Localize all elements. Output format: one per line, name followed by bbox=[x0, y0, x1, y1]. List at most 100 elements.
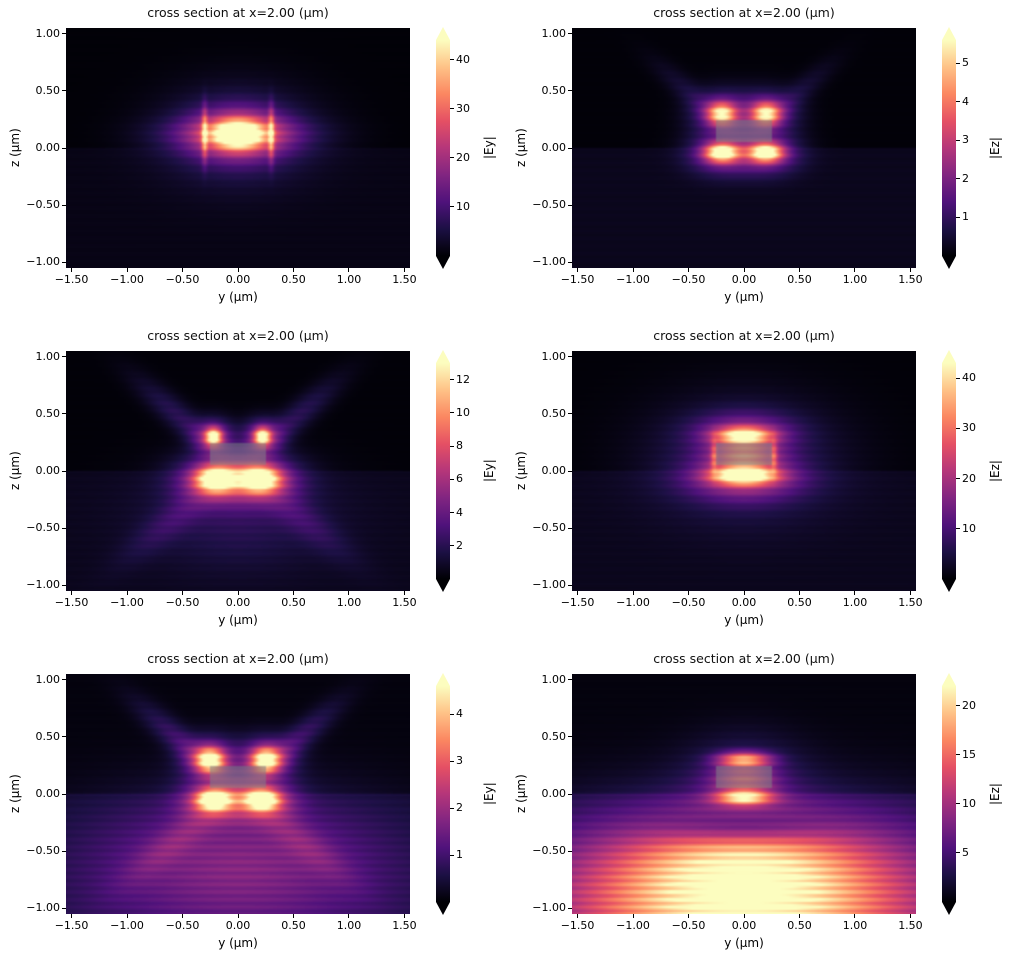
x-tick-label: 0.50 bbox=[787, 273, 812, 286]
colorbar-tick-label: 10 bbox=[456, 199, 470, 213]
x-tick-label: 0.50 bbox=[281, 596, 306, 609]
plot-title: cross section at x=2.00 (μm) bbox=[147, 328, 329, 343]
x-tick-mark bbox=[743, 268, 745, 272]
heatmap-panel-ey-bottom-left: cross section at x=2.00 (μm) z (μm) y (μ… bbox=[0, 646, 506, 968]
x-tick-label: −0.50 bbox=[165, 919, 200, 932]
colorbar-tick-label: 3 bbox=[456, 754, 463, 768]
colorbar-tick-mark bbox=[956, 101, 960, 103]
y-tick-label: 0.50 bbox=[35, 406, 61, 420]
x-axis-label: y (μm) bbox=[218, 613, 258, 627]
colorbar-tick-label: 3 bbox=[962, 133, 969, 147]
x-tick-label: 0.50 bbox=[787, 919, 812, 932]
y-tick-label: 0.00 bbox=[541, 464, 567, 477]
heatmap-panel-ez-top-right: cross section at x=2.00 (μm) z (μm) y (μ… bbox=[506, 0, 1012, 322]
x-tick-label: 0.00 bbox=[225, 596, 251, 609]
x-tick-mark bbox=[688, 914, 690, 918]
colorbar bbox=[436, 686, 450, 902]
y-tick-label: −0.50 bbox=[26, 844, 60, 858]
x-tick-label: 1.50 bbox=[898, 596, 923, 609]
x-tick-mark bbox=[854, 591, 856, 595]
x-tick-mark bbox=[237, 591, 239, 595]
colorbar-tick-mark bbox=[956, 803, 960, 805]
colorbar-tick-label: 2 bbox=[456, 801, 463, 815]
plot-title: cross section at x=2.00 (μm) bbox=[147, 651, 329, 666]
x-tick-mark bbox=[688, 591, 690, 595]
colorbar-extend-min-arrow bbox=[942, 579, 956, 592]
colorbar-tick-mark bbox=[450, 545, 454, 547]
colorbar-tick-mark bbox=[956, 377, 960, 379]
y-tick-label: 0.00 bbox=[35, 141, 61, 154]
y-tick-mark bbox=[62, 147, 66, 149]
x-tick-mark bbox=[854, 914, 856, 918]
x-tick-label: 0.50 bbox=[281, 273, 306, 286]
x-tick-label: −1.50 bbox=[560, 273, 595, 286]
x-tick-label: −1.00 bbox=[616, 596, 650, 609]
x-tick-mark bbox=[182, 591, 184, 595]
colorbar-tick-label: 2 bbox=[962, 171, 969, 185]
x-tick-label: 1.00 bbox=[842, 919, 868, 932]
y-tick-mark bbox=[62, 90, 66, 92]
heatmap-panel-ez-bottom-right: cross section at x=2.00 (μm) z (μm) y (μ… bbox=[506, 646, 1012, 968]
y-tick-mark bbox=[62, 470, 66, 472]
x-tick-label: 0.50 bbox=[787, 596, 812, 609]
colorbar-tick-label: 5 bbox=[962, 56, 969, 70]
x-tick-mark bbox=[126, 591, 128, 595]
x-tick-mark bbox=[909, 268, 911, 272]
colorbar-tick-mark bbox=[450, 445, 454, 447]
y-tick-mark bbox=[62, 413, 66, 415]
heatmap-canvas bbox=[66, 674, 410, 914]
y-tick-mark bbox=[568, 33, 572, 35]
colorbar-tick-mark bbox=[450, 59, 454, 61]
colorbar bbox=[942, 686, 956, 902]
x-tick-label: 0.00 bbox=[731, 919, 757, 932]
x-tick-label: −1.50 bbox=[54, 596, 89, 609]
y-tick-mark bbox=[568, 850, 572, 852]
x-tick-label: −0.50 bbox=[165, 273, 200, 286]
x-tick-mark bbox=[71, 591, 73, 595]
colorbar-tick-mark bbox=[450, 760, 454, 762]
y-tick-mark bbox=[62, 793, 66, 795]
colorbar-tick-mark bbox=[450, 807, 454, 809]
colorbar-tick-label: 2 bbox=[456, 538, 463, 552]
x-tick-mark bbox=[403, 591, 405, 595]
y-tick-mark bbox=[568, 527, 572, 529]
colorbar-extend-min-arrow bbox=[436, 902, 450, 915]
x-tick-mark bbox=[743, 591, 745, 595]
x-tick-mark bbox=[348, 914, 350, 918]
x-tick-mark bbox=[182, 914, 184, 918]
x-tick-mark bbox=[71, 914, 73, 918]
colorbar-tick-label: 1 bbox=[962, 210, 969, 224]
colorbar-tick-label: 20 bbox=[456, 150, 470, 164]
y-tick-label: 0.50 bbox=[35, 83, 61, 97]
x-tick-mark bbox=[632, 268, 634, 272]
y-tick-label: 0.50 bbox=[541, 729, 567, 743]
y-tick-label: −1.00 bbox=[532, 901, 566, 915]
y-tick-label: −1.00 bbox=[26, 578, 60, 592]
heatmap-panel-ey-top-left: cross section at x=2.00 (μm) z (μm) y (μ… bbox=[0, 0, 506, 322]
y-tick-label: 1.00 bbox=[541, 349, 567, 363]
colorbar-tick-label: 1 bbox=[456, 848, 463, 862]
x-tick-mark bbox=[798, 591, 800, 595]
x-tick-label: 1.50 bbox=[898, 273, 923, 286]
x-axis-label: y (μm) bbox=[218, 936, 258, 950]
colorbar-extend-max-arrow bbox=[436, 27, 450, 40]
y-tick-label: 0.00 bbox=[541, 787, 567, 800]
x-tick-mark bbox=[237, 268, 239, 272]
x-tick-label: −0.50 bbox=[671, 919, 706, 932]
colorbar-tick-mark bbox=[956, 62, 960, 64]
colorbar-tick-mark bbox=[450, 157, 454, 159]
y-tick-label: −0.50 bbox=[532, 521, 566, 535]
x-tick-mark bbox=[71, 268, 73, 272]
y-tick-mark bbox=[568, 147, 572, 149]
colorbar bbox=[942, 40, 956, 256]
y-tick-mark bbox=[568, 90, 572, 92]
colorbar bbox=[436, 363, 450, 579]
colorbar-tick-mark bbox=[450, 108, 454, 110]
y-tick-label: −1.00 bbox=[26, 901, 60, 915]
x-tick-label: 1.00 bbox=[842, 273, 868, 286]
colorbar-tick-label: 20 bbox=[962, 698, 976, 712]
y-tick-mark bbox=[568, 736, 572, 738]
x-tick-label: −1.00 bbox=[110, 273, 144, 286]
colorbar-tick-label: 8 bbox=[456, 439, 463, 453]
x-tick-label: 0.00 bbox=[731, 273, 757, 286]
